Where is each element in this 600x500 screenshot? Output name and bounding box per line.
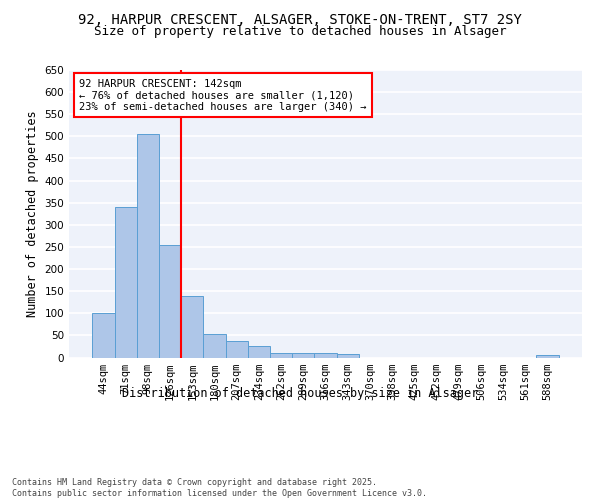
Bar: [137, 134, 159, 358]
Bar: [270, 353, 292, 358]
Bar: [92, 314, 115, 358]
Bar: [248, 346, 270, 358]
Bar: [226, 341, 248, 357]
Text: 92 HARPUR CRESCENT: 142sqm
← 76% of detached houses are smaller (1,120)
23% of s: 92 HARPUR CRESCENT: 142sqm ← 76% of deta…: [79, 78, 367, 112]
Text: Contains HM Land Registry data © Crown copyright and database right 2025.
Contai: Contains HM Land Registry data © Crown c…: [12, 478, 427, 498]
Bar: [314, 353, 337, 358]
Bar: [292, 353, 314, 358]
Bar: [115, 207, 137, 358]
Text: 92, HARPUR CRESCENT, ALSAGER, STOKE-ON-TRENT, ST7 2SY: 92, HARPUR CRESCENT, ALSAGER, STOKE-ON-T…: [78, 12, 522, 26]
Bar: [203, 334, 226, 357]
Text: Size of property relative to detached houses in Alsager: Size of property relative to detached ho…: [94, 25, 506, 38]
Text: Distribution of detached houses by size in Alsager: Distribution of detached houses by size …: [122, 388, 478, 400]
Bar: [159, 244, 181, 358]
Bar: [181, 296, 203, 358]
Y-axis label: Number of detached properties: Number of detached properties: [26, 110, 39, 317]
Bar: [337, 354, 359, 358]
Bar: [536, 356, 559, 358]
